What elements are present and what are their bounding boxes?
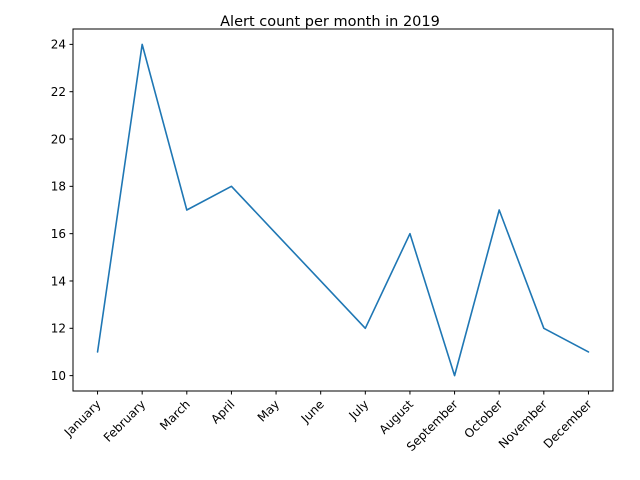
series-line	[96, 43, 590, 377]
y-tick-label: 12	[51, 322, 66, 336]
y-tick-label: 24	[51, 38, 66, 52]
x-tick-label: August	[376, 397, 416, 437]
y-tick-label: 20	[51, 132, 66, 146]
x-tick-label: January	[61, 397, 104, 440]
y-tick-label: 22	[51, 85, 66, 99]
plot-area	[72, 28, 614, 392]
x-tick-label: April	[208, 397, 237, 426]
x-tick-label: March	[157, 397, 193, 433]
x-tick-label: June	[298, 397, 327, 426]
data-points	[98, 44, 589, 375]
x-tick-label: February	[101, 397, 149, 445]
y-axis: 10 12 14 16 18 20 22 24	[51, 38, 73, 383]
y-tick-label: 14	[51, 274, 66, 288]
chart-title: Alert count per month in 2019	[220, 14, 440, 30]
x-tick-label: October	[461, 397, 505, 441]
y-tick-label: 18	[51, 180, 66, 194]
y-tick-label: 10	[51, 369, 66, 383]
x-tick-label: July	[346, 397, 372, 423]
x-tick-label: May	[255, 397, 282, 424]
y-tick-label: 16	[51, 227, 66, 241]
x-tick-label: December	[541, 397, 595, 451]
